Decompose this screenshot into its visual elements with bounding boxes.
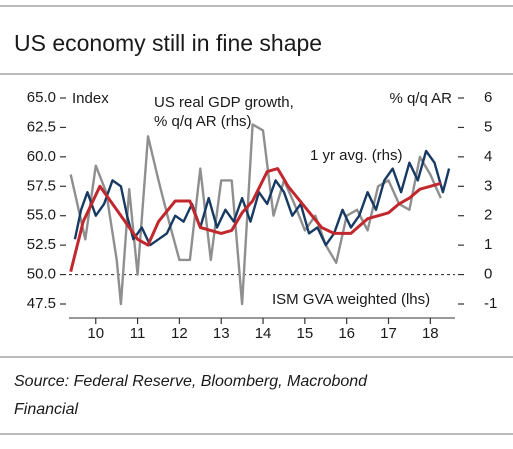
series-line <box>69 123 442 306</box>
y-tick-label: 47.5 <box>27 295 56 312</box>
y2-tick-label: -1 <box>484 295 497 312</box>
x-tick-label: 15 <box>297 325 314 342</box>
x-tick-label: 10 <box>87 325 104 342</box>
y2-tick-label: 4 <box>484 148 492 165</box>
annotation: 1 yr avg. (rhs) <box>310 147 403 164</box>
y-tick-label: 65.0 <box>27 89 56 106</box>
y-tick-label: 60.0 <box>27 148 56 165</box>
x-tick-label: 14 <box>255 325 272 342</box>
y2-tick-label: 0 <box>484 266 492 283</box>
y-tick-label: 62.5 <box>27 118 56 135</box>
source: Source: Federal Reserve, Bloomberg, Macr… <box>14 373 368 390</box>
x-tick-label: 17 <box>380 325 397 342</box>
y2-tick-label: 3 <box>484 177 492 194</box>
x-tick-label: 16 <box>338 325 355 342</box>
y-axis-label: Index <box>72 90 109 107</box>
annotation: % q/q AR (rhs) <box>154 113 252 130</box>
source: Financial <box>14 401 78 418</box>
y-tick-label: 52.5 <box>27 236 56 253</box>
chart-title: US economy still in fine shape <box>14 30 322 56</box>
y2-tick-label: 1 <box>484 236 492 253</box>
y2-tick-label: 5 <box>484 118 492 135</box>
y-tick-label: 57.5 <box>27 177 56 194</box>
y-tick-label: 50.0 <box>27 266 56 283</box>
annotation: US real GDP growth, <box>154 94 294 111</box>
y2-tick-label: 2 <box>484 207 492 224</box>
x-tick-label: 18 <box>422 325 439 342</box>
x-tick-label: 12 <box>171 325 188 342</box>
y2-axis-label: % q/q AR <box>389 90 452 107</box>
annotation: ISM GVA weighted (lhs) <box>272 291 430 308</box>
series-line <box>69 167 442 272</box>
y2-tick-label: 6 <box>484 89 492 106</box>
y-tick-label: 55.0 <box>27 207 56 224</box>
x-tick-label: 11 <box>130 325 146 342</box>
x-tick-label: 13 <box>213 325 230 342</box>
